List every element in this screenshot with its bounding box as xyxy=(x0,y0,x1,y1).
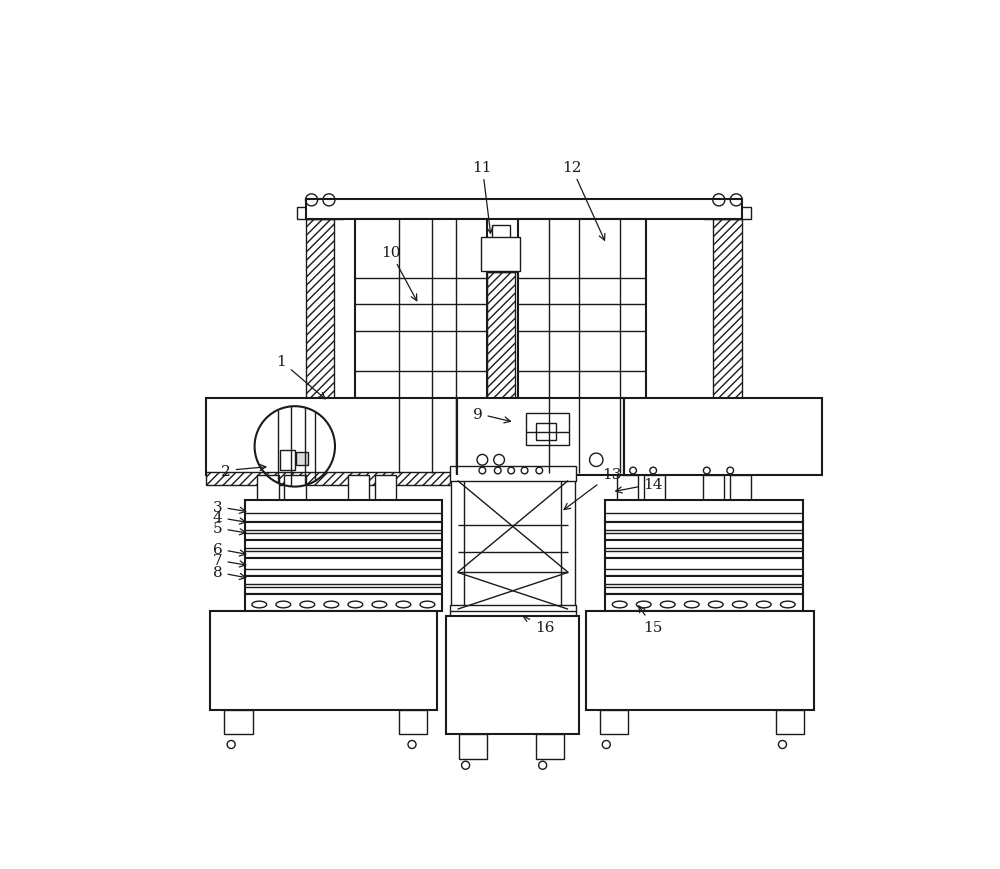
Bar xyxy=(730,475,751,519)
Bar xyxy=(605,594,803,612)
Text: 3: 3 xyxy=(213,500,246,514)
Bar xyxy=(245,522,442,541)
Bar xyxy=(624,399,822,475)
Text: 6: 6 xyxy=(213,542,246,556)
Bar xyxy=(245,594,442,612)
Text: 1: 1 xyxy=(277,355,325,400)
Text: 11: 11 xyxy=(473,161,493,234)
Text: 7: 7 xyxy=(213,554,246,567)
Bar xyxy=(245,501,442,522)
Bar xyxy=(487,273,515,474)
Bar xyxy=(644,475,665,519)
Bar xyxy=(492,225,510,262)
Bar xyxy=(536,734,564,759)
Bar xyxy=(704,208,751,219)
Bar xyxy=(296,452,308,466)
Bar xyxy=(605,576,803,594)
Bar xyxy=(450,467,576,481)
Bar xyxy=(375,475,396,519)
Bar xyxy=(703,475,724,519)
Bar xyxy=(451,475,464,609)
Bar xyxy=(306,199,742,219)
Bar xyxy=(776,710,804,734)
Text: 10: 10 xyxy=(381,246,417,302)
Bar xyxy=(245,558,442,576)
Text: 4: 4 xyxy=(213,511,246,525)
Bar xyxy=(713,219,742,474)
Bar xyxy=(450,606,576,616)
Text: 9: 9 xyxy=(473,407,510,423)
Bar xyxy=(561,475,575,609)
Bar xyxy=(605,541,803,558)
Bar xyxy=(446,616,579,734)
Bar xyxy=(617,475,638,519)
Text: 12: 12 xyxy=(562,161,605,241)
Bar xyxy=(478,262,525,273)
Bar xyxy=(605,501,803,522)
Text: 13: 13 xyxy=(564,468,621,510)
Bar xyxy=(459,734,487,759)
Bar xyxy=(605,522,803,541)
Bar xyxy=(481,238,520,271)
Bar xyxy=(210,612,437,710)
Bar xyxy=(257,475,279,519)
Bar xyxy=(297,208,344,219)
Bar xyxy=(518,219,646,474)
Text: 5: 5 xyxy=(213,521,246,535)
Bar xyxy=(206,399,457,475)
Bar xyxy=(457,399,624,475)
Text: 15: 15 xyxy=(639,607,663,634)
Bar xyxy=(284,475,306,519)
Bar xyxy=(586,612,814,710)
Bar xyxy=(224,710,253,734)
Text: 2: 2 xyxy=(221,464,266,478)
Bar xyxy=(399,710,427,734)
Bar xyxy=(206,472,457,486)
Bar xyxy=(605,558,803,576)
Bar xyxy=(355,219,487,474)
Bar xyxy=(245,576,442,594)
Text: 14: 14 xyxy=(616,477,663,494)
Text: 8: 8 xyxy=(213,566,246,580)
Bar xyxy=(600,710,628,734)
Bar xyxy=(536,423,556,441)
Bar xyxy=(348,475,369,519)
Bar xyxy=(526,414,569,446)
Text: 16: 16 xyxy=(523,616,554,634)
Bar xyxy=(306,219,334,474)
Bar xyxy=(245,541,442,558)
Bar xyxy=(280,450,295,470)
